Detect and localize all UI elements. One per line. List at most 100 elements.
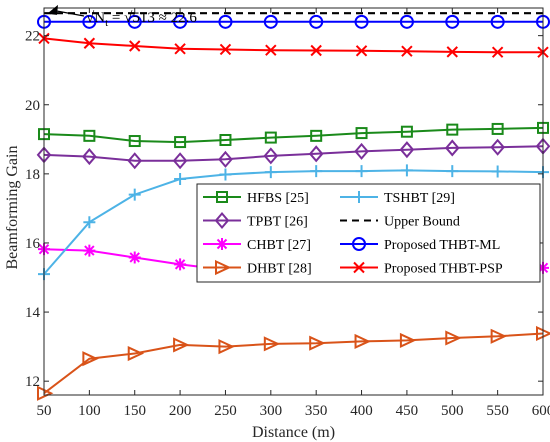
x-tick-label: 350 (305, 403, 328, 419)
legend-marker-hfbs-25 (216, 191, 228, 203)
legend-marker-proposed-thbt-ml (352, 237, 366, 251)
data-point-tpbt-26 (354, 142, 369, 160)
data-point-tshbt-29 (491, 165, 504, 178)
data-point-dhbt-28 (263, 336, 281, 352)
data-point-hfbs-25 (264, 131, 277, 144)
data-point-tpbt-26 (127, 152, 143, 170)
legend-label-tshbt-29: TSHBT [29] (384, 191, 455, 206)
legend-box (196, 183, 541, 283)
data-point-hfbs-25 (128, 135, 141, 148)
data-point-tshbt-29 (264, 166, 277, 179)
data-point-dhbt-28 (82, 351, 99, 367)
x-tick-label: 150 (123, 403, 146, 419)
legend-marker-tpbt-26 (214, 211, 230, 230)
data-point-hfbs-25 (446, 123, 459, 136)
x-tick-label: 50 (37, 403, 52, 419)
data-point-proposed-thbt-psp (265, 44, 277, 56)
data-point-tpbt-26 (172, 152, 188, 170)
x-tick-label: 550 (486, 403, 509, 419)
data-point-hfbs-25 (400, 125, 413, 138)
legend-marker-chbt-27 (216, 238, 228, 250)
data-point-dhbt-28 (445, 330, 462, 346)
data-point-proposed-thbt-ml (309, 14, 324, 29)
y-tick-label: 16 (25, 236, 41, 252)
data-point-chbt-27 (128, 251, 141, 264)
data-point-proposed-thbt-ml (354, 14, 369, 29)
data-point-proposed-thbt-ml (399, 14, 414, 29)
data-point-hfbs-25 (83, 129, 96, 142)
legend-label-proposed-thbt-psp: Proposed THBT-PSP (384, 262, 503, 277)
x-tick-label: 200 (169, 403, 192, 419)
annotation-arrow-line (55, 10, 85, 17)
legend-label-upper-bound: Upper Bound (384, 215, 460, 230)
x-tick-label: 250 (214, 403, 237, 419)
y-tick-label: 20 (25, 98, 40, 114)
data-point-proposed-thbt-psp (219, 43, 232, 56)
data-point-tpbt-26 (308, 145, 324, 163)
y-axis-label: Beamforming Gain (4, 146, 21, 270)
data-point-tshbt-29 (174, 173, 187, 186)
series-line-tpbt-26 (43, 145, 544, 162)
data-point-tshbt-29 (310, 165, 323, 178)
data-point-tpbt-26 (218, 150, 233, 168)
data-point-tshbt-29 (219, 168, 232, 181)
series-line-tshbt-29 (43, 169, 544, 275)
data-point-dhbt-28 (490, 328, 508, 344)
y-tick-label: 18 (25, 167, 40, 183)
data-point-dhbt-28 (218, 339, 235, 355)
x-tick-label: 450 (396, 403, 419, 419)
data-point-dhbt-28 (354, 333, 371, 350)
data-point-proposed-thbt-ml (173, 14, 188, 29)
data-point-tshbt-29 (83, 216, 96, 229)
legend-marker-proposed-thbt-psp (353, 261, 365, 274)
x-tick-label: 600 (532, 403, 550, 419)
data-point-proposed-thbt-psp (129, 40, 141, 52)
data-point-proposed-thbt-ml (490, 14, 505, 29)
annotation-lhs: √N (86, 10, 105, 26)
plot-frame (43, 7, 544, 396)
data-point-proposed-thbt-psp (174, 43, 186, 55)
legend-marker-dhbt-28 (215, 259, 232, 276)
legend-marker-tshbt-29 (353, 191, 365, 203)
data-point-proposed-thbt-ml (445, 14, 460, 29)
data-point-dhbt-28 (399, 332, 417, 348)
y-tick-label: 22 (25, 29, 40, 45)
x-axis-label: Distance (m) (252, 424, 335, 441)
x-tick-label: 400 (350, 403, 373, 419)
data-point-tshbt-29 (128, 188, 141, 201)
data-point-proposed-thbt-ml (127, 14, 142, 29)
data-point-hfbs-25 (219, 133, 232, 146)
annotation-subscript: t (105, 17, 108, 29)
series-line-proposed-thbt-psp (43, 37, 543, 54)
x-tick-label: 300 (260, 403, 283, 419)
data-point-proposed-thbt-psp (355, 45, 368, 57)
x-tick-label: 100 (78, 403, 101, 419)
data-point-proposed-thbt-psp (401, 45, 413, 57)
legend-label-proposed-thbt-ml: Proposed THBT-ML (384, 238, 500, 253)
data-point-tshbt-29 (355, 165, 368, 178)
data-point-hfbs-25 (491, 122, 504, 135)
y-tick-label: 12 (25, 374, 40, 390)
x-tick-label: 500 (441, 403, 464, 419)
data-point-hfbs-25 (310, 129, 323, 142)
data-point-proposed-thbt-psp (83, 37, 96, 49)
data-point-dhbt-28 (127, 345, 145, 362)
legend: HFBS [25] TPBT [26] CHBT [27] DHBT [28] TSHB… (196, 183, 541, 283)
data-point-tpbt-26 (444, 139, 460, 157)
upper-bound-annotation: √Nt = √513 ≈ 22.6 (47, 4, 197, 29)
legend-label-tpbt-26: TPBT [26] (247, 215, 308, 230)
data-point-proposed-thbt-psp (310, 44, 322, 57)
data-point-tpbt-26 (490, 138, 505, 156)
data-point-dhbt-28 (309, 335, 326, 351)
data-point-proposed-thbt-ml (218, 14, 233, 29)
annotation-rhs: = √513 ≈ 22.6 (108, 10, 197, 26)
data-point-hfbs-25 (174, 136, 187, 149)
legend-label-hfbs-25: HFBS [25] (247, 191, 309, 206)
data-point-tshbt-29 (400, 164, 413, 177)
y-tick-label: 14 (25, 305, 41, 321)
data-point-proposed-thbt-ml (82, 14, 97, 29)
series-line-hfbs-25 (43, 126, 544, 144)
annotation-arrow-head (47, 4, 58, 15)
data-point-tshbt-29 (446, 165, 459, 178)
